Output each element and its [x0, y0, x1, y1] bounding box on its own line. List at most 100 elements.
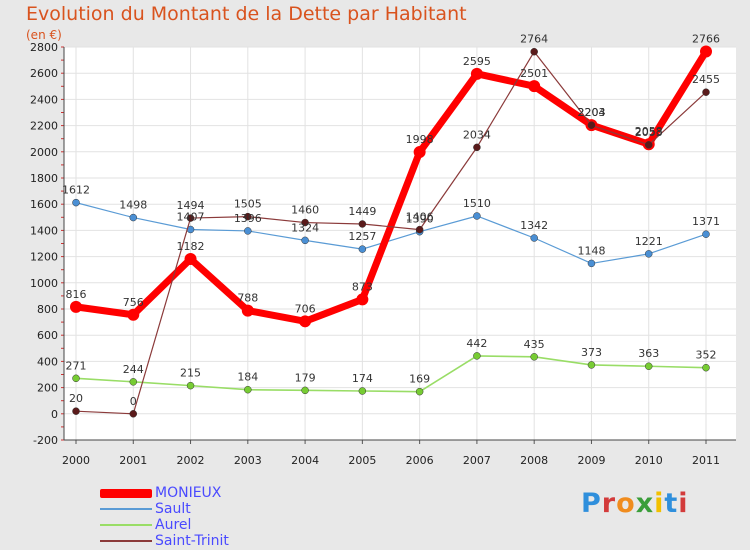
data-label-sault: 1612: [62, 184, 90, 197]
logo-letter: o: [616, 488, 636, 519]
data-point-saint-trinit: [72, 407, 80, 415]
series-line-aurel: [75, 355, 707, 393]
series-line-saint-trinit: [75, 51, 707, 415]
data-label-aurel: 179: [295, 371, 316, 384]
data-point-monieux: [413, 146, 426, 159]
y-tick-label: 200: [37, 382, 58, 395]
legend-label: Aurel: [155, 517, 192, 533]
y-tick-label: 1800: [30, 172, 58, 185]
data-point-sault: [644, 250, 653, 258]
data-point-sault: [530, 234, 538, 242]
y-tick-label: 1200: [30, 251, 58, 264]
logo-letter: P: [581, 488, 602, 519]
logo-letter: i: [654, 488, 665, 519]
logo-letter: x: [635, 488, 655, 519]
legend-item-sault: Sault: [100, 501, 229, 517]
data-label-aurel: 435: [524, 338, 545, 351]
y-tick-label: 800: [37, 303, 58, 316]
legend-label: Saint-Trinit: [155, 533, 229, 549]
legend-swatch-saint-trinit: [100, 540, 152, 542]
data-label-sault: 1324: [291, 221, 319, 234]
data-point-sault: [587, 259, 596, 268]
x-tick-label: 2002: [177, 454, 205, 467]
data-point-saint-trinit: [129, 410, 138, 418]
legend-swatch-monieux: [100, 488, 152, 498]
data-point-aurel: [587, 361, 596, 369]
data-label-monieux: 816: [66, 288, 87, 301]
data-label-sault: 1148: [577, 244, 605, 257]
x-tick-label: 2006: [406, 454, 434, 467]
y-tick-label: 1600: [30, 198, 58, 211]
data-label-aurel: 215: [180, 367, 201, 380]
legend: MONIEUX Sault Aurel Saint-Trinit: [100, 485, 229, 549]
data-label-saint-trinit: 20: [69, 392, 83, 405]
x-tick-label: 2010: [635, 454, 663, 467]
data-point-aurel: [72, 374, 80, 383]
legend-item-monieux: MONIEUX: [100, 485, 229, 501]
plot-background: [64, 47, 736, 440]
data-label-monieux: 706: [295, 302, 316, 315]
y-tick-label: 1000: [30, 277, 58, 290]
data-label-aurel: 352: [696, 349, 717, 362]
logo-letter: t: [664, 488, 679, 519]
chart-title: Evolution du Montant de la Dette par Hab…: [26, 3, 467, 25]
data-label-saint-trinit: 2764: [520, 33, 548, 46]
data-point-sault: [702, 230, 710, 238]
legend-swatch-sault: [100, 508, 152, 510]
y-tick-label: -200: [33, 434, 58, 447]
y-tick-label: 2800: [30, 41, 58, 54]
data-label-monieux: 788: [237, 292, 258, 305]
data-label-monieux: 2204: [577, 106, 605, 119]
data-point-saint-trinit: [644, 141, 653, 149]
x-tick-label: 2001: [119, 454, 147, 467]
y-tick-label: 400: [37, 355, 58, 368]
data-label-aurel: 373: [581, 346, 602, 359]
logo-letter: i: [678, 488, 689, 519]
data-label-monieux: 1182: [177, 240, 205, 253]
y-tick-label: 2600: [30, 67, 58, 80]
data-point-aurel: [358, 387, 367, 395]
data-point-monieux: [528, 80, 541, 93]
data-point-saint-trinit: [473, 143, 481, 152]
data-point-monieux: [127, 308, 140, 321]
data-label-aurel: 244: [123, 363, 144, 376]
data-point-aurel: [244, 385, 252, 394]
data-point-saint-trinit: [530, 47, 538, 56]
data-label-monieux: 1998: [406, 133, 434, 146]
data-label-sault: 1257: [348, 230, 376, 243]
data-point-saint-trinit: [244, 212, 252, 221]
data-label-saint-trinit: 1406: [406, 211, 434, 224]
data-label-saint-trinit: 1460: [291, 204, 319, 217]
logo-letter: r: [601, 488, 617, 519]
data-point-sault: [244, 227, 252, 235]
data-label-aurel: 271: [66, 359, 87, 372]
data-label-saint-trinit: 0: [130, 395, 137, 408]
data-point-saint-trinit: [702, 88, 710, 96]
data-label-saint-trinit: 1449: [348, 205, 376, 218]
data-point-aurel: [186, 381, 195, 390]
data-label-saint-trinit: 2203: [577, 106, 605, 119]
data-point-monieux: [700, 45, 712, 58]
data-label-saint-trinit: 1505: [234, 198, 262, 211]
legend-item-saint-trinit: Saint-Trinit: [100, 533, 229, 549]
x-tick-label: 2008: [520, 454, 548, 467]
data-point-saint-trinit: [186, 214, 195, 222]
data-label-sault: 1371: [692, 215, 720, 228]
y-tick-label: 0: [51, 408, 58, 421]
chart-subtitle: (en €): [26, 28, 62, 42]
x-tick-label: 2011: [692, 454, 720, 467]
data-label-saint-trinit: 2053: [635, 126, 663, 139]
data-point-monieux: [241, 304, 254, 317]
data-point-saint-trinit: [415, 225, 424, 234]
data-label-monieux: 2058: [635, 125, 663, 138]
data-point-monieux: [70, 300, 82, 313]
data-label-saint-trinit: 2034: [463, 128, 491, 141]
data-point-aurel: [473, 352, 481, 360]
data-point-saint-trinit: [587, 121, 596, 129]
data-label-sault: 1498: [119, 199, 147, 212]
x-tick-label: 2000: [62, 454, 90, 467]
data-label-aurel: 363: [638, 347, 659, 360]
proxiti-logo: Proxiti: [581, 488, 689, 519]
